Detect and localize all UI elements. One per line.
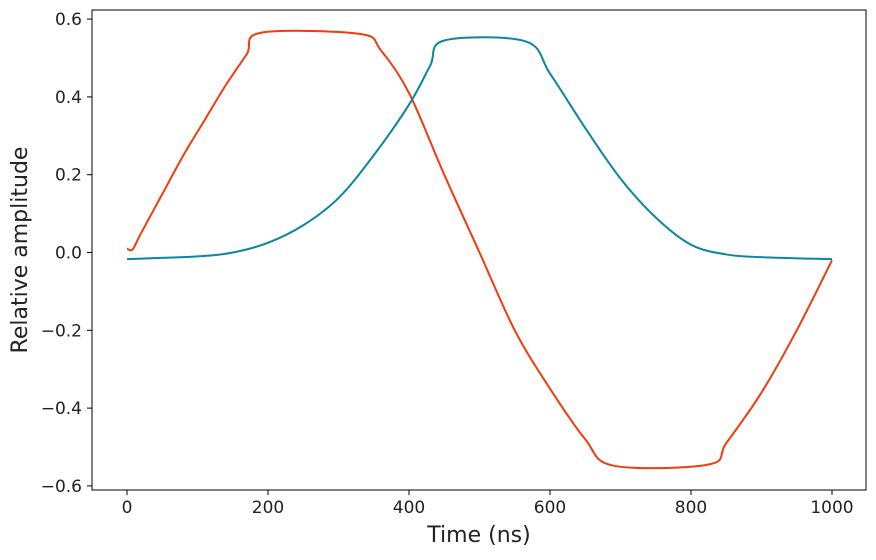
y-tick-label: 0.4 (55, 88, 82, 108)
x-tick-label: 1000 (810, 498, 853, 518)
x-tick-label: 600 (534, 498, 566, 518)
y-tick-label: 0.0 (55, 244, 82, 264)
series-layer (126, 29, 833, 470)
y-tick-label: −0.4 (41, 399, 82, 419)
y-tick-label: −0.6 (41, 477, 82, 497)
x-axis-label: Time (ns) (426, 523, 530, 548)
x-tick-label: 800 (675, 498, 707, 518)
series-line-2 (126, 36, 833, 261)
series-line-1 (126, 29, 833, 470)
y-axis-label: Relative amplitude (8, 147, 33, 354)
y-axis: −0.6 −0.4 −0.2 0.0 0.2 0.4 0.6 (41, 10, 92, 497)
y-tick-label: 0.2 (55, 166, 82, 186)
x-tick-label: 200 (252, 498, 284, 518)
y-tick-label: 0.6 (55, 10, 82, 30)
x-tick-label: 400 (393, 498, 425, 518)
x-tick-label: 0 (122, 498, 133, 518)
x-axis: 0 200 400 600 800 1000 (122, 490, 854, 518)
y-tick-label: −0.2 (41, 321, 82, 341)
plot-frame (91, 9, 867, 491)
